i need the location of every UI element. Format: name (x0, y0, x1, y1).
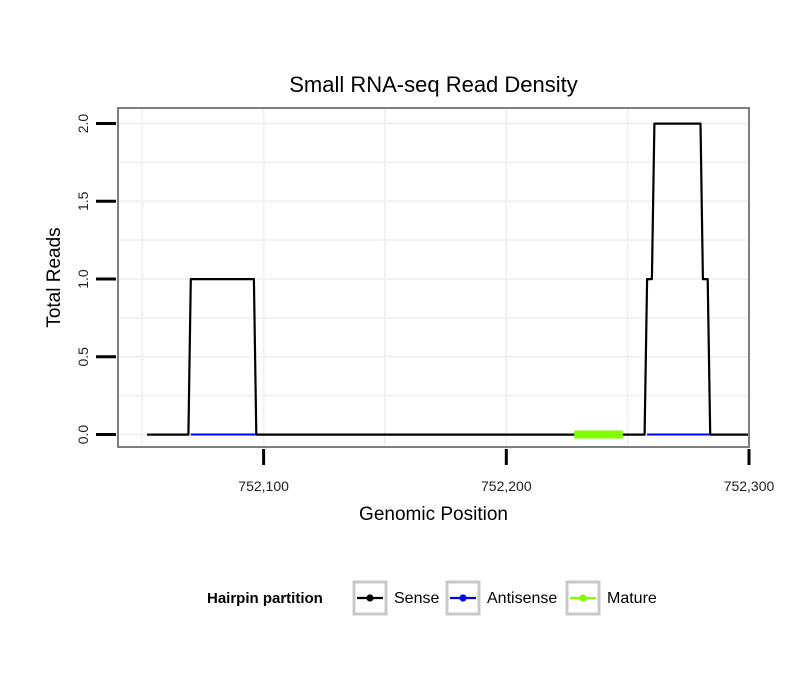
legend-label-antisense: Antisense (487, 590, 557, 607)
y-axis-title: Total Reads (44, 227, 65, 327)
legend-key-point (366, 594, 374, 602)
y-tick-label: 0.5 (75, 347, 91, 367)
legend-title: Hairpin partition (207, 590, 323, 607)
series-sense-line (147, 122, 749, 436)
legend-key-sense (352, 580, 388, 616)
axes: 752,100 752,200 752,300 0.0 0.5 1.0 1.5 2.0 (75, 114, 775, 494)
plot-panel-border (117, 107, 750, 448)
x-tick-label: 752,300 (724, 478, 775, 494)
y-tick-label: 1.5 (75, 191, 91, 211)
legend-key-point (579, 594, 587, 602)
y-tick-label: 2.0 (75, 114, 91, 134)
y-tick-label: 0.0 (75, 425, 91, 445)
legend-label-sense: Sense (394, 590, 439, 607)
x-tick-label: 752,100 (238, 478, 289, 494)
x-tick-label: 752,200 (481, 478, 532, 494)
grid (118, 108, 750, 447)
x-axis-title: Genomic Position (359, 504, 508, 525)
legend: Hairpin partition Sense Antisense Mature (207, 580, 657, 616)
legend-key-antisense (445, 580, 481, 616)
chart-title: Small RNA-seq Read Density (289, 72, 578, 97)
legend-key-point (459, 594, 467, 602)
legend-label-mature: Mature (607, 590, 657, 607)
y-tick-label: 1.0 (75, 269, 91, 289)
plot-series (147, 122, 749, 439)
legend-key-mature (565, 580, 601, 616)
